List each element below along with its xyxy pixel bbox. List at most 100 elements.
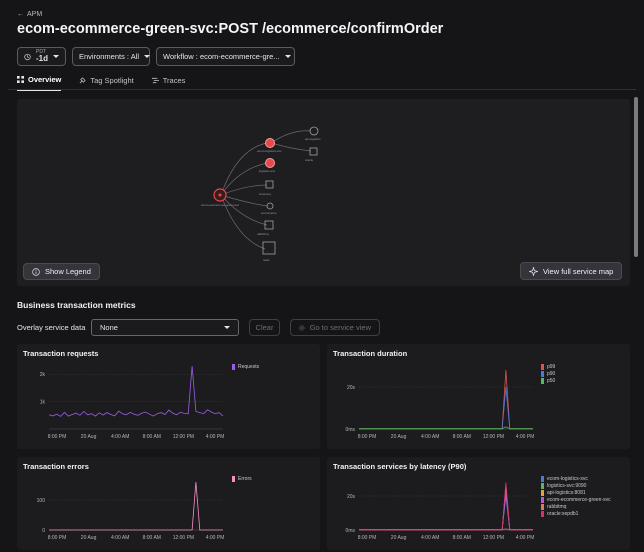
section-title: Business transaction metrics	[17, 300, 136, 310]
time-range-value: -1d	[36, 54, 48, 63]
page-title: ecom-ecommerce-green-svc:POST /ecommerce…	[17, 21, 444, 37]
go-to-service-view-button[interactable]: Go to service view	[290, 319, 380, 336]
environments-label: Environments : All	[79, 52, 140, 61]
map-node-ecom-logistics[interactable]	[265, 138, 275, 148]
map-node-label: inventory	[259, 192, 272, 196]
overlay-service-value: None	[100, 323, 118, 332]
map-edge	[220, 142, 268, 196]
map-edge	[220, 194, 268, 226]
map-node-rabbitmq[interactable]	[264, 220, 274, 230]
map-node-logistics[interactable]	[265, 158, 275, 168]
chart-title: Transaction duration	[333, 349, 408, 358]
legend-swatch	[541, 483, 544, 489]
time-range-picker[interactable]: PDT -1d	[17, 47, 66, 66]
legend-swatch	[541, 476, 544, 482]
back-link[interactable]: ← APM	[17, 11, 42, 18]
y-tick-label: 100	[37, 498, 46, 504]
map-node-inventory[interactable]	[265, 180, 274, 189]
x-tick-label: 12:00 PM	[173, 535, 194, 541]
chart-panel-errors: Transaction errors 100 0 8:00 PM 20 Aug 4:00…	[17, 457, 320, 550]
map-node-ecommerce[interactable]	[266, 202, 274, 210]
legend-swatch	[232, 364, 235, 370]
legend-label: Requests	[238, 364, 260, 370]
y-tick-label: 20s	[347, 494, 356, 500]
map-edge	[220, 194, 266, 250]
target-icon	[299, 324, 305, 331]
legend-label: p90	[547, 371, 556, 377]
show-legend-button[interactable]: Show Legend	[23, 263, 100, 280]
x-tick-label: 4:00 PM	[206, 434, 225, 440]
time-zone-label: PDT	[36, 49, 46, 55]
map-node-redis[interactable]	[262, 241, 276, 255]
legend-swatch	[541, 364, 544, 370]
chevron-down-icon	[144, 55, 151, 58]
chart-legend: p99 p90 p50	[541, 364, 555, 384]
x-tick-label: 8:00 AM	[143, 434, 161, 440]
legend-item[interactable]: logistics-svc:9090	[541, 483, 611, 489]
chart-title: Transaction errors	[23, 462, 89, 471]
tab-overview-label: Overview	[28, 75, 62, 84]
legend-item[interactable]: oracle:xepdb1	[541, 511, 611, 517]
x-tick-label: 4:00 PM	[516, 434, 535, 440]
x-tick-label: 8:00 AM	[453, 434, 471, 440]
map-node-label: ecom-ecommerce-green-svc	[201, 203, 240, 207]
map-node-api-logistics[interactable]	[309, 126, 319, 136]
legend-item[interactable]: Requests	[232, 364, 259, 370]
grid-icon	[17, 76, 24, 83]
view-full-service-map-label: View full service map	[543, 266, 614, 276]
legend-label: ecom-logistics-svc	[547, 476, 588, 482]
tab-bar: Overview Tag Spotlight Traces	[17, 75, 185, 91]
legend-item[interactable]: Errors	[232, 476, 252, 482]
map-node-label: logistics-svc	[259, 169, 276, 173]
sparkle-icon	[529, 266, 538, 276]
legend-item[interactable]: api-logistics:8081	[541, 490, 611, 496]
legend-label: Errors	[238, 476, 252, 482]
legend-item[interactable]: ecom-logistics-svc	[541, 476, 611, 482]
legend-label: p50	[547, 378, 556, 384]
tab-traces[interactable]: Traces	[151, 75, 185, 91]
chevron-down-icon	[284, 55, 291, 58]
legend-item[interactable]: p50	[541, 378, 555, 384]
clear-button[interactable]: Clear	[249, 319, 280, 336]
chart-legend: ecom-logistics-svc logistics-svc:9090 api-…	[541, 476, 611, 517]
view-full-service-map-button[interactable]: View full service map	[520, 262, 623, 280]
x-tick-label: 20 Aug	[391, 434, 407, 440]
x-tick-label: 8:00 PM	[48, 434, 67, 440]
legend-item[interactable]: rabbitmq	[541, 504, 611, 510]
legend-label: p99	[547, 364, 556, 370]
chart-errors: 100 08:00 PM 20 Aug 4:00 AM 8:00 AM 12:00 PM 4…	[37, 481, 224, 541]
chart-title: Transaction requests	[23, 349, 99, 358]
x-tick-label: 4:00 AM	[111, 535, 129, 541]
go-to-service-view-label: Go to service view	[309, 323, 371, 332]
tab-tag-spotlight-label: Tag Spotlight	[90, 76, 134, 85]
map-node-label: api-logistics	[305, 137, 321, 141]
legend-label: rabbitmq	[547, 504, 567, 510]
legend-swatch	[541, 490, 544, 496]
legend-swatch	[541, 511, 544, 517]
x-tick-label: 8:00 PM	[358, 434, 377, 440]
back-link-label: APM	[27, 11, 43, 18]
map-node-label: rabbitmq	[257, 232, 269, 236]
info-icon	[32, 267, 40, 276]
legend-item[interactable]: ecom-ecommerce-green-svc	[541, 497, 611, 503]
y-tick-label: 0ms	[346, 427, 356, 433]
overlay-service-select[interactable]: None	[91, 319, 239, 336]
scrollbar[interactable]	[634, 97, 638, 257]
tab-tag-spotlight[interactable]: Tag Spotlight	[79, 75, 134, 91]
legend-swatch	[541, 504, 544, 510]
map-node-oracle[interactable]	[309, 147, 318, 156]
x-tick-label: 12:00 PM	[483, 535, 504, 541]
legend-label: api-logistics:8081	[547, 490, 586, 496]
environments-filter[interactable]: Environments : All	[72, 47, 151, 66]
map-node-label: redis	[263, 258, 270, 262]
tab-overview[interactable]: Overview	[17, 75, 62, 91]
arrow-left-icon: ←	[17, 11, 24, 18]
traces-icon	[151, 77, 159, 84]
legend-item[interactable]: p90	[541, 371, 555, 377]
service-map[interactable]: ecom-ecommerce-green-svc ecom-logistics-…	[17, 99, 630, 286]
legend-swatch	[541, 371, 544, 377]
legend-item[interactable]: p99	[541, 364, 555, 370]
workflow-filter[interactable]: Workflow : ecom-ecommerce-gre...	[156, 47, 295, 66]
x-tick-label: 4:00 AM	[421, 434, 439, 440]
